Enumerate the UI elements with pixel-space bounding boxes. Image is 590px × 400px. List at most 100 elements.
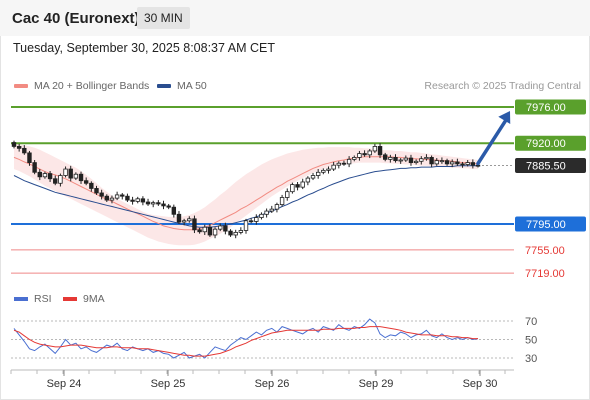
candle-body (310, 175, 316, 179)
candle (197, 227, 202, 234)
level-tag-7795.00 (515, 216, 586, 232)
candle-body (120, 194, 125, 197)
candle-body (109, 197, 115, 201)
candle-body (424, 157, 429, 160)
candle-body (403, 157, 409, 161)
level-label-7755.00: 7755.00 (525, 245, 565, 257)
candle (331, 161, 336, 171)
candle-body (419, 158, 424, 162)
candle-body (408, 157, 414, 163)
candle (78, 171, 84, 184)
candle (58, 173, 63, 187)
candle (367, 149, 372, 159)
candle (295, 181, 300, 191)
candle (321, 168, 326, 175)
candle (125, 193, 130, 203)
interval-button[interactable]: 30 MIN (137, 7, 190, 29)
candle-body (295, 184, 300, 188)
candle-body (315, 171, 321, 176)
candle (444, 158, 450, 166)
candle-body (279, 197, 285, 206)
x-tick-label: Sep 25 (151, 378, 186, 390)
candle-body (233, 232, 238, 236)
candle-body (377, 146, 383, 156)
candle-body (398, 159, 403, 162)
candle-body (228, 230, 233, 236)
candle-body (212, 228, 218, 236)
candle-body (53, 178, 58, 184)
candle (377, 143, 383, 159)
candle (83, 177, 89, 186)
candle-body (187, 218, 192, 222)
candle (357, 150, 362, 161)
candle-body (300, 181, 305, 188)
candle-body (264, 210, 269, 215)
candle-body (450, 161, 455, 165)
candle (94, 185, 99, 195)
candle (181, 218, 187, 226)
candle (238, 227, 244, 235)
candle (315, 169, 321, 179)
candle (192, 215, 197, 234)
candle-body (156, 202, 161, 205)
legend-ma20: MA 20 + Bollinger Bands (14, 80, 149, 92)
candle (176, 211, 182, 224)
candle-body (94, 188, 99, 194)
candle-body (434, 160, 439, 165)
candle (16, 143, 22, 152)
rsi-ma-line (13, 326, 478, 357)
candle-body (290, 184, 295, 193)
candle (434, 158, 439, 166)
candle-body (89, 182, 94, 189)
candle-body (341, 162, 347, 165)
candle (300, 178, 305, 190)
candle-body (171, 206, 177, 215)
x-tick-label: Sep 26 (255, 378, 290, 390)
candle-body (331, 164, 336, 170)
candle (465, 160, 470, 167)
level-label-7719.00: 7719.00 (525, 268, 565, 280)
candle (73, 172, 79, 181)
candle-body (336, 162, 341, 166)
candle (32, 160, 37, 175)
candle (228, 229, 233, 237)
candle (161, 200, 166, 210)
candle-body (243, 220, 249, 231)
candle-body (73, 173, 79, 179)
candle (11, 140, 17, 149)
candle (145, 198, 151, 206)
candle-body (202, 226, 207, 233)
candle (135, 196, 140, 204)
candle (352, 155, 357, 162)
candle (290, 182, 295, 194)
candle-body (47, 173, 53, 180)
rsi-level-label: 50 (525, 335, 537, 347)
candle-body (362, 153, 367, 156)
candle-body (83, 180, 89, 184)
candle (460, 161, 465, 168)
candle (223, 222, 228, 235)
rsi-swatch (14, 297, 28, 301)
candle (285, 188, 290, 201)
candle-body (207, 226, 213, 236)
candle (254, 214, 259, 225)
candle-body (352, 157, 357, 160)
candle-body (274, 204, 280, 210)
candle-body (357, 153, 362, 158)
level-tag-text-7795.00: 7795.00 (526, 219, 566, 231)
candle-body (166, 205, 171, 208)
candle-body (285, 191, 290, 198)
candle-body (104, 195, 109, 201)
candle (470, 159, 476, 169)
candle (408, 154, 414, 166)
level-tag-text-7885.50: 7885.50 (526, 161, 566, 173)
candle (429, 155, 434, 168)
candle (27, 150, 32, 166)
legend-rsi-ma: 9MA (63, 293, 105, 305)
candle (424, 154, 429, 161)
candle (89, 181, 94, 192)
rsi-ma-swatch (63, 297, 77, 301)
x-tick-label: Sep 30 (463, 378, 498, 390)
candle (109, 195, 115, 204)
